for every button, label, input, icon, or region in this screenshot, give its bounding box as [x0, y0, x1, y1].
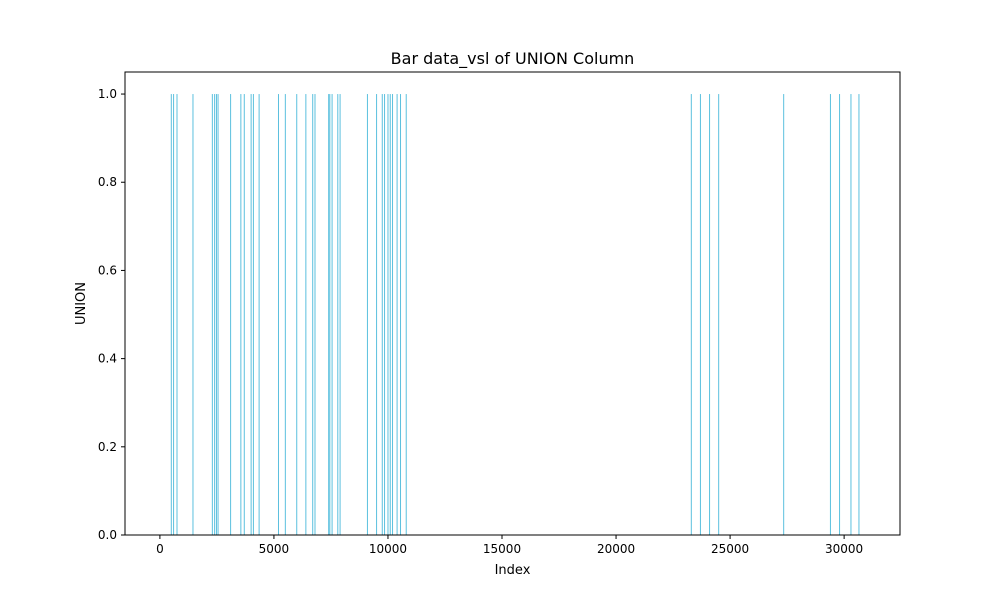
- bar: [392, 94, 394, 536]
- bar: [858, 94, 860, 536]
- bar: [690, 94, 692, 536]
- bar: [400, 94, 402, 536]
- bar: [250, 94, 252, 536]
- bar: [211, 94, 213, 536]
- y-tick-label: 0.6: [98, 263, 117, 277]
- bar: [829, 94, 831, 536]
- bar: [384, 94, 386, 536]
- bar: [215, 94, 217, 536]
- x-tick-label: 20000: [597, 542, 635, 556]
- bar: [387, 94, 389, 536]
- bar: [376, 94, 378, 536]
- bar: [296, 94, 298, 536]
- bar: [258, 94, 260, 536]
- bar: [329, 94, 331, 536]
- bar: [389, 94, 391, 536]
- bar: [230, 94, 232, 536]
- x-tick-label: 10000: [369, 542, 407, 556]
- y-axis-label: UNION: [74, 282, 89, 325]
- bar: [718, 94, 720, 536]
- bar: [170, 94, 172, 536]
- bar: [176, 94, 178, 536]
- x-tick-label: 25000: [711, 542, 749, 556]
- bar: [783, 94, 785, 536]
- x-tick-label: 15000: [483, 542, 521, 556]
- bars-group: [170, 94, 860, 536]
- bar: [839, 94, 841, 536]
- y-tick-label: 1.0: [98, 87, 117, 101]
- bar: [709, 94, 711, 536]
- bar: [243, 94, 245, 536]
- plot-frame: [124, 71, 901, 536]
- y-tick-label: 0.8: [98, 175, 117, 189]
- bar: [305, 94, 307, 536]
- x-tick-label: 0: [156, 542, 164, 556]
- chart-title: Bar data_vsl of UNION Column: [391, 49, 635, 69]
- bar: [381, 94, 383, 536]
- bar: [173, 94, 175, 536]
- x-tick-label: 30000: [825, 542, 863, 556]
- bar: [396, 94, 398, 536]
- bar: [240, 94, 242, 536]
- bar: [331, 94, 333, 536]
- bar: [339, 94, 341, 536]
- bar: [366, 94, 368, 536]
- bar: [699, 94, 701, 536]
- bar: [337, 94, 339, 536]
- x-tick-label: 5000: [259, 542, 290, 556]
- y-tick-label: 0.2: [98, 440, 117, 454]
- bar: [328, 94, 330, 536]
- bar: [284, 94, 286, 536]
- y-tick-label: 0.4: [98, 352, 117, 366]
- bar: [277, 94, 279, 536]
- bar: [217, 94, 219, 536]
- bar: [405, 94, 407, 536]
- y-tick-label: 0.0: [98, 528, 117, 542]
- bar: [214, 94, 216, 536]
- x-axis-label: Index: [495, 563, 531, 578]
- y-axis-ticks: 0.0 0.2 0.4 0.6 0.8 1.0: [98, 87, 125, 542]
- bar: [312, 94, 314, 536]
- x-axis-ticks: 0 5000 10000 15000 20000 25000 30000: [156, 535, 863, 556]
- bar: [192, 94, 194, 536]
- bar: [850, 94, 852, 536]
- bar: [314, 94, 316, 536]
- bar: [252, 94, 254, 536]
